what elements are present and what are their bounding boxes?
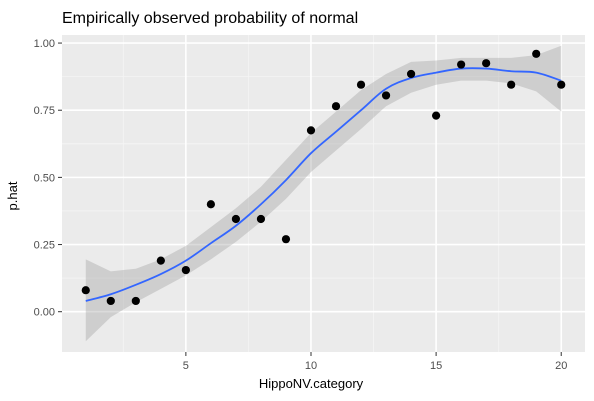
- data-point: [406, 69, 416, 79]
- x-tick-label: 15: [430, 360, 442, 372]
- data-point: [457, 60, 466, 69]
- data-point: [532, 49, 541, 58]
- x-tick-label: 5: [183, 360, 189, 372]
- data-point: [231, 214, 241, 224]
- y-tick-label: 0.00: [34, 307, 55, 319]
- data-point: [281, 235, 291, 244]
- y-axis-label: p.hat: [5, 181, 20, 210]
- y-tick-label: 0.50: [34, 172, 55, 184]
- data-points-layer: [81, 49, 566, 306]
- data-point: [432, 111, 441, 120]
- y-axis-ticks: 0.00 0.25 0.50 0.75 1.00: [34, 38, 62, 319]
- data-point: [256, 214, 266, 224]
- smooth-trend-line: [85, 67, 562, 302]
- plot-panel: [62, 35, 585, 352]
- y-tick-label: 1.00: [34, 38, 55, 50]
- x-axis-label: HippoNV.category: [259, 376, 364, 391]
- chart-title: Empirically observed probability of norm…: [62, 10, 358, 27]
- plot-background: [62, 35, 585, 352]
- data-point: [156, 256, 165, 265]
- data-point: [557, 80, 566, 89]
- smooth-line-layer: [85, 67, 562, 302]
- minor-grid-lines: [62, 35, 585, 352]
- y-tick-label: 0.75: [34, 105, 55, 117]
- data-point: [81, 286, 90, 295]
- confidence-band: [85, 45, 562, 342]
- data-point: [381, 91, 391, 100]
- x-tick-label: 10: [305, 360, 317, 372]
- data-point: [331, 102, 341, 111]
- data-point: [206, 200, 215, 209]
- data-point: [507, 80, 516, 89]
- data-point: [131, 296, 140, 306]
- data-point: [106, 296, 115, 306]
- x-tick-label: 20: [555, 360, 567, 372]
- data-point: [181, 265, 190, 275]
- confidence-band-layer: [85, 45, 562, 342]
- data-point: [306, 126, 316, 135]
- data-point: [482, 59, 491, 68]
- data-point: [356, 80, 366, 89]
- major-grid-lines: [62, 35, 585, 352]
- y-tick-label: 0.25: [34, 240, 55, 252]
- x-axis-ticks: 5 10 15 20: [183, 352, 567, 372]
